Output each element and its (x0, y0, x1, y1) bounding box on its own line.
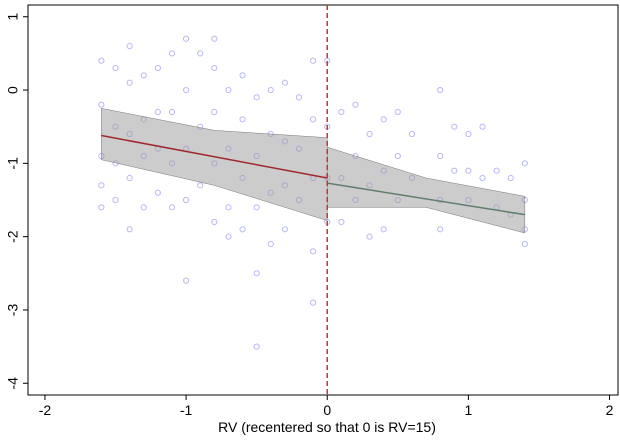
data-point (112, 64, 119, 72)
data-point (182, 86, 190, 94)
data-point (507, 174, 514, 182)
x-tick-label: 0 (323, 402, 331, 418)
data-point (479, 174, 486, 182)
data-point (140, 72, 147, 79)
data-point (479, 123, 486, 130)
data-point (140, 204, 147, 211)
x-tick-label: 2 (606, 402, 614, 418)
data-point (267, 240, 274, 248)
data-point (465, 167, 472, 174)
x-tick-label: 1 (464, 402, 472, 418)
data-point (310, 116, 317, 123)
fit-line (327, 182, 525, 216)
y-tick-label: 0 (5, 86, 21, 94)
data-point (521, 160, 528, 167)
data-point (197, 182, 204, 189)
data-point (182, 277, 190, 284)
data-point (437, 226, 444, 233)
x-tick-label: -1 (180, 402, 193, 418)
data-point (126, 79, 133, 86)
data-point (239, 116, 246, 123)
data-point (239, 226, 246, 233)
data-point (310, 299, 317, 306)
data-point (451, 167, 458, 174)
data-point (451, 123, 458, 130)
data-point (182, 35, 190, 42)
data-point (112, 196, 119, 204)
data-point (253, 94, 260, 101)
data-point (253, 270, 260, 277)
data-point (281, 226, 288, 233)
data-point (126, 174, 133, 182)
data-point (211, 108, 218, 116)
y-tick-label: 1 (5, 13, 21, 21)
data-point (338, 218, 345, 226)
data-point (98, 57, 105, 64)
y-tick-label: -4 (5, 377, 21, 390)
y-tick-label: -3 (5, 304, 21, 317)
data-point (168, 108, 176, 116)
data-point (366, 233, 373, 240)
data-point (154, 64, 161, 72)
y-tick-label: -2 (5, 230, 21, 243)
data-point (310, 57, 317, 64)
data-point (465, 130, 472, 138)
data-point (168, 204, 176, 211)
data-point (98, 101, 105, 108)
data-point (281, 79, 288, 86)
data-point (394, 108, 401, 116)
data-point (225, 86, 232, 94)
data-point (437, 86, 444, 94)
data-point (253, 343, 260, 350)
data-point (437, 152, 444, 160)
data-point (154, 108, 161, 116)
data-point (126, 226, 133, 233)
data-point (211, 218, 218, 226)
x-tick-label: -2 (39, 402, 52, 418)
data-point (380, 116, 387, 123)
data-point (394, 152, 401, 160)
x-axis-label: RV (recentered so that 0 is RV=15) (218, 419, 436, 435)
data-point (521, 240, 528, 248)
data-point (225, 204, 232, 211)
fit-line (101, 134, 328, 179)
data-point (253, 204, 260, 211)
confidence-band (101, 108, 328, 221)
data-point (380, 226, 387, 233)
data-point (366, 130, 373, 138)
data-point (126, 42, 133, 50)
data-point (352, 101, 359, 108)
data-point (197, 50, 204, 57)
data-point (310, 248, 317, 255)
data-point (338, 108, 345, 116)
y-tick-label: -1 (5, 157, 21, 170)
data-point (211, 35, 218, 42)
data-point (168, 50, 176, 57)
data-point (211, 64, 218, 72)
data-point (267, 86, 274, 94)
data-point (182, 196, 190, 204)
data-point (295, 94, 303, 101)
data-point (154, 189, 161, 196)
data-point (98, 182, 105, 189)
data-point (493, 167, 500, 174)
data-point (98, 204, 105, 211)
data-point (408, 130, 416, 138)
data-point (239, 72, 246, 79)
data-point (225, 233, 232, 240)
